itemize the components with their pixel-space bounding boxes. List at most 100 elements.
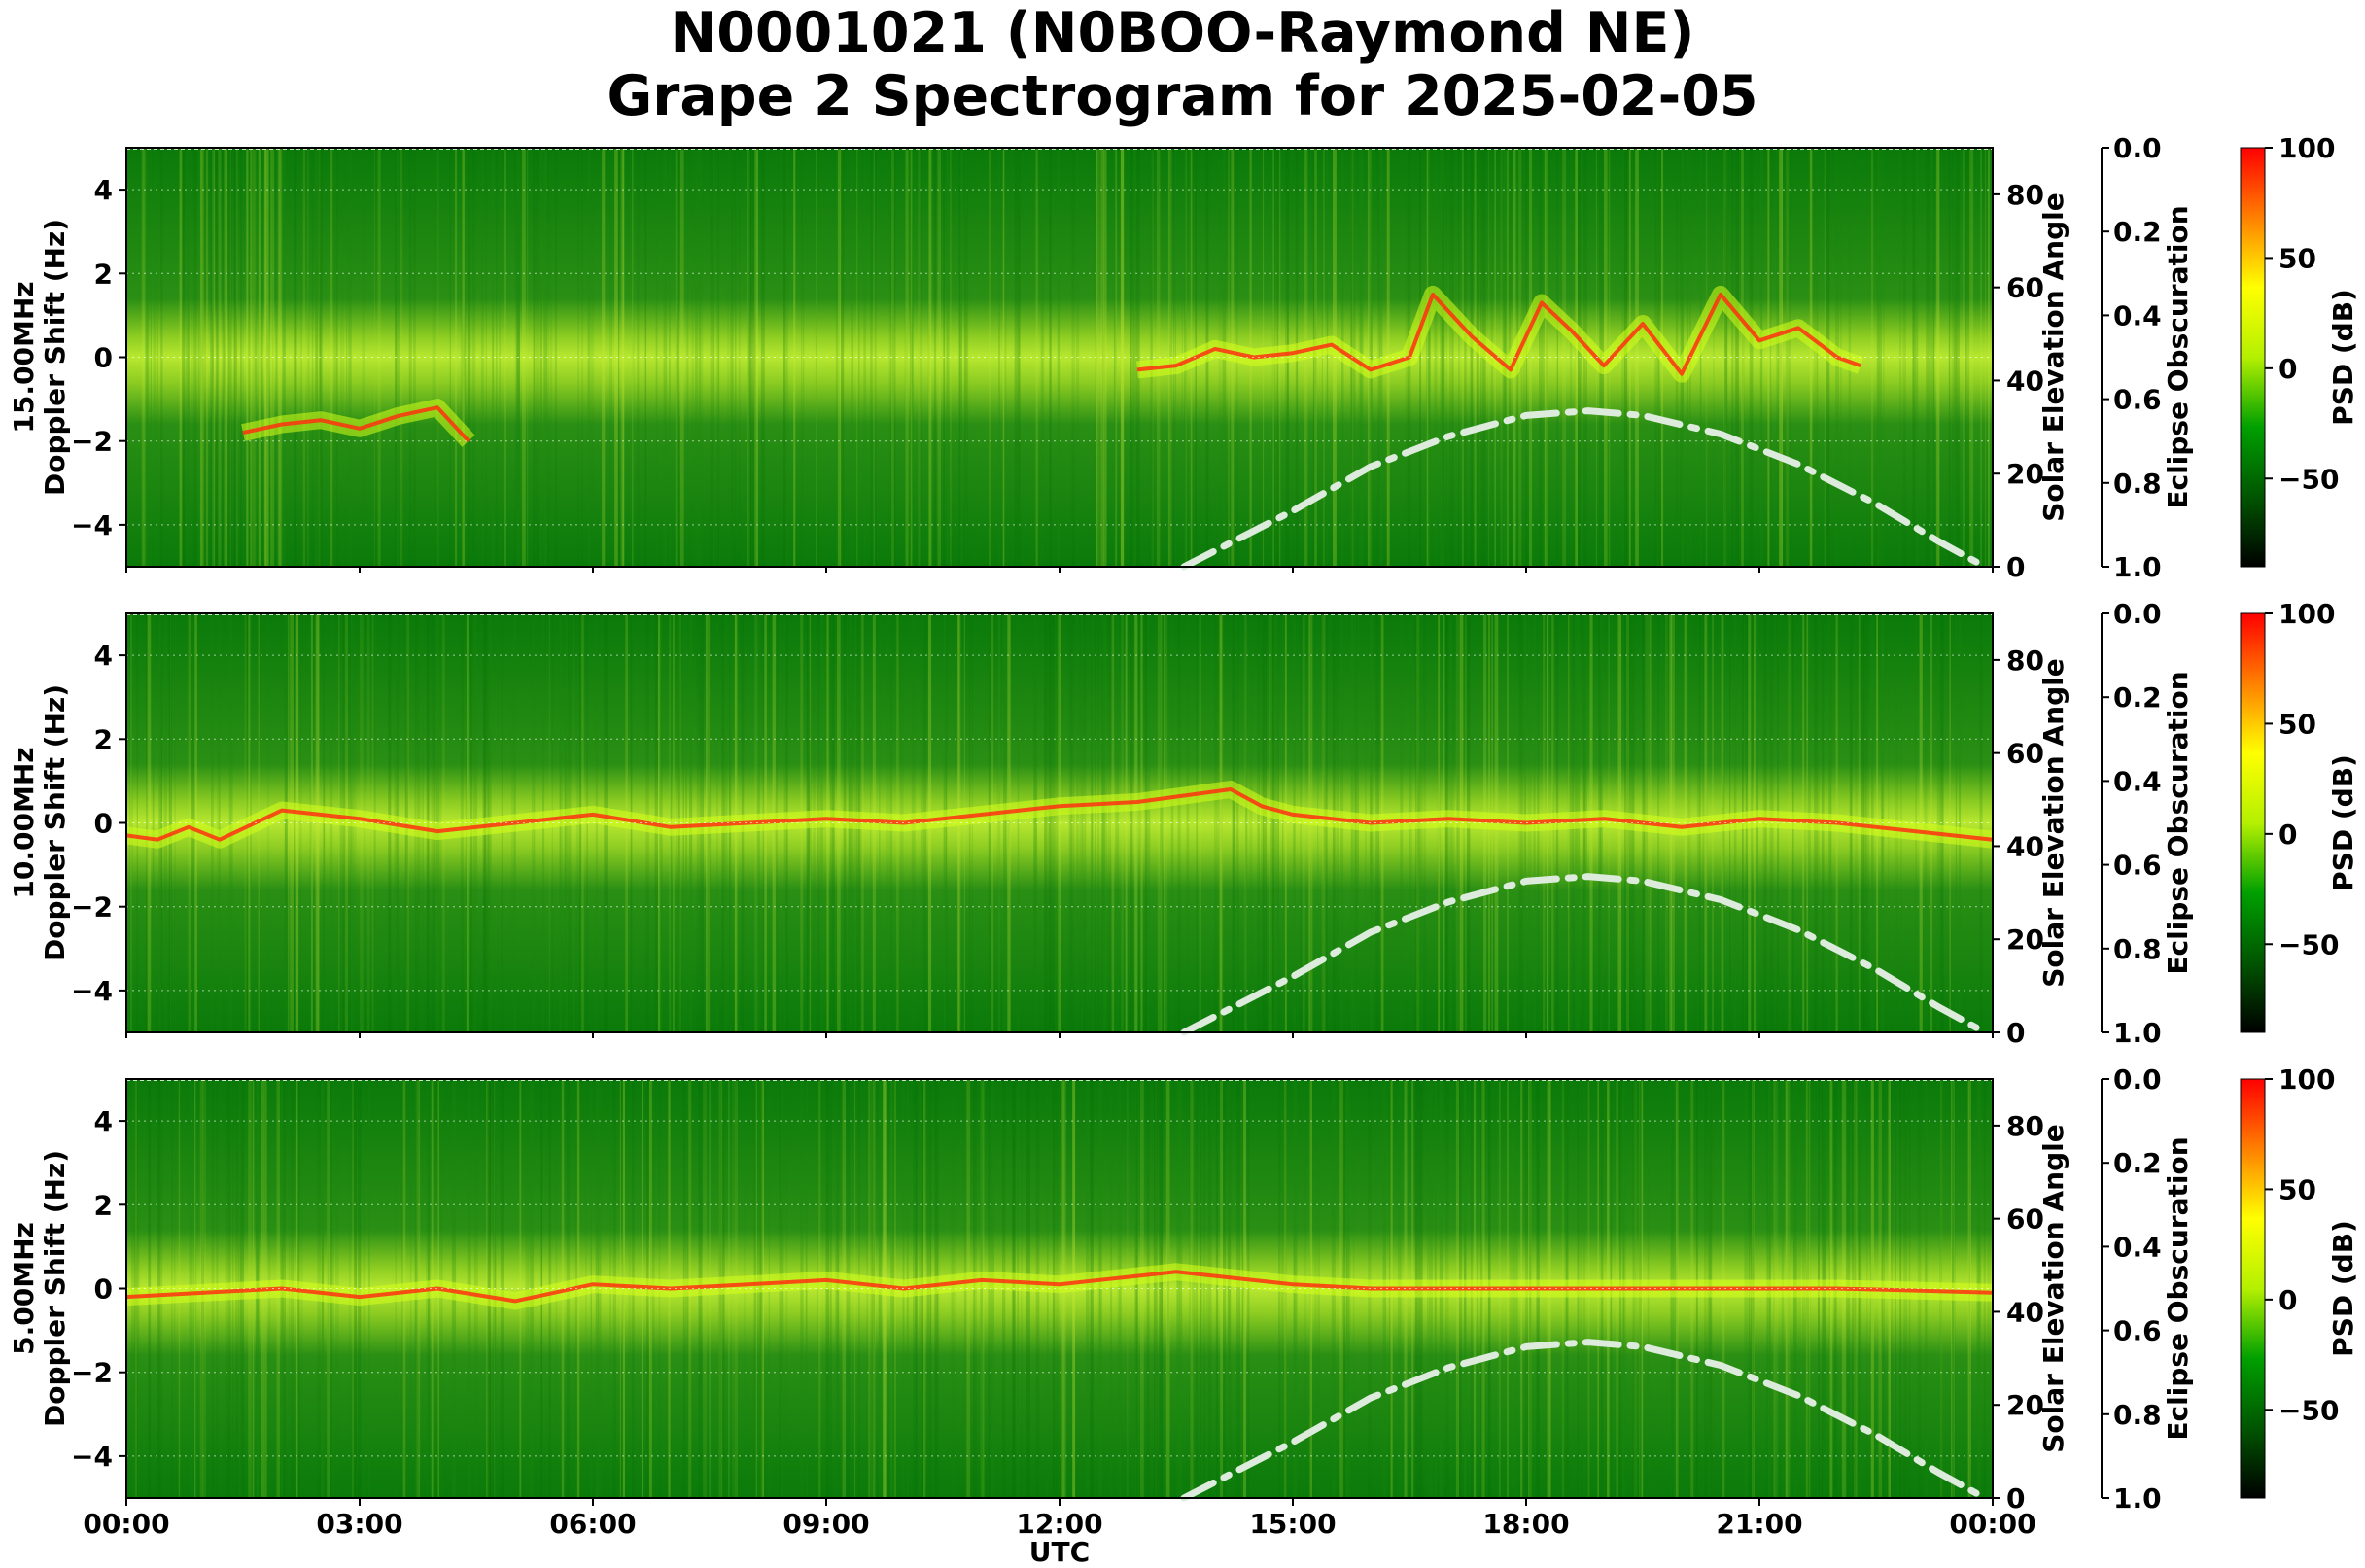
spectrogram-streak [1049, 148, 1052, 567]
spectrogram-streak [1190, 1079, 1194, 1498]
spectrogram-streak [1219, 613, 1223, 1032]
y-tick-label: −4 [71, 509, 113, 541]
spectrogram-streak [1115, 613, 1120, 1032]
elevation-tick-label: 0 [2006, 1017, 2025, 1049]
spectrogram-streak [199, 148, 203, 567]
spectrogram-streak [209, 148, 213, 567]
spectrogram-streak [1160, 613, 1164, 1032]
spectrogram-streak [713, 148, 714, 567]
colorbar [2240, 1078, 2266, 1499]
spectrogram-streak [212, 148, 215, 567]
y-tick-label: 0 [94, 1273, 113, 1306]
spectrogram-streak [1954, 148, 1957, 567]
spectrogram-streak [1570, 148, 1573, 567]
spectrogram-streak [1004, 148, 1007, 567]
spectrogram-streak [1919, 613, 1923, 1032]
spectrogram-streak [1249, 613, 1253, 1032]
spectrogram-streak [1369, 148, 1373, 567]
spectrogram-streak [632, 148, 634, 567]
spectrogram-streak [1935, 148, 1940, 567]
spectrogram-streak [891, 148, 894, 567]
spectrogram-streak [1243, 1079, 1246, 1498]
spectrogram-streak [229, 148, 231, 567]
spectrogram-streak [835, 148, 840, 567]
y-tick-label: 2 [94, 723, 113, 755]
spectrogram-streak [700, 148, 704, 567]
solar-elevation-curve [1180, 407, 1989, 571]
spectrogram-streak [1159, 1079, 1163, 1498]
spectrogram-streak [632, 148, 635, 567]
spectrogram-streak [462, 148, 466, 567]
spectrogram-streak [577, 148, 579, 567]
spectrogram-streak [554, 148, 558, 567]
spectrogram-streak [1428, 148, 1431, 567]
spectrogram-streak [1002, 148, 1005, 567]
spectrogram-streak [1271, 613, 1274, 1032]
spectrogram-streak [1151, 148, 1153, 567]
spectrogram-streak [1529, 148, 1533, 567]
spectrogram-streak [1236, 1079, 1240, 1498]
spectrogram-streak [677, 148, 679, 567]
spectrogram-streak [290, 613, 294, 1032]
spectrogram-panel-10.00MHz: 420−2−410.00MHz Doppler Shift (Hz)0204060… [8, 598, 2359, 1049]
spectrogram-streak [1125, 613, 1128, 1032]
spectrogram-streak [263, 148, 266, 567]
spectrogram-streak [311, 148, 314, 567]
colorbar [2240, 147, 2266, 568]
spectrogram-streak [1003, 613, 1007, 1032]
x-tick-label: 15:00 [1249, 1508, 1336, 1540]
spectrogram-streak [998, 613, 1000, 1032]
spectrogram-streak [1033, 613, 1037, 1032]
spectrogram-streak [471, 148, 476, 567]
doppler-trace [242, 405, 470, 443]
spectrogram-streak [1880, 148, 1883, 567]
eclipse-tick-label: 0.4 [2113, 1231, 2162, 1263]
spectrogram-streak [1937, 148, 1940, 567]
x-tick-label: 03:00 [316, 1508, 402, 1540]
spectrogram-streak [1749, 148, 1754, 567]
spectrogram-streak [801, 148, 803, 567]
doppler-trace [125, 1270, 1994, 1304]
spectrogram-streak [1476, 148, 1479, 567]
spectrogram-streak [168, 613, 172, 1032]
spectrogram-streak [212, 148, 214, 567]
spectrogram-streak [1574, 148, 1576, 567]
spectrogram-streak [348, 148, 352, 567]
spectrogram-streak [547, 148, 550, 567]
spectrogram-streak [1902, 148, 1906, 567]
spectrogram-streak [1575, 148, 1578, 567]
spectrogram-streak [729, 148, 733, 567]
spectrogram-streak [1930, 613, 1933, 1032]
spectrogram-streak [841, 148, 845, 567]
eclipse-tick-label: 0.0 [2113, 132, 2162, 164]
spectrogram-streak [1208, 1079, 1212, 1498]
doppler-trace [1136, 292, 1861, 376]
spectrogram-streak [1233, 613, 1236, 1032]
spectrogram-streak [146, 613, 149, 1032]
spectrogram-streak [783, 148, 786, 567]
eclipse-tick-label: 1.0 [2113, 1482, 2162, 1515]
colorbar-tick-label: −50 [2278, 928, 2339, 960]
spectrogram-streak [136, 613, 138, 1032]
colorbar [2240, 612, 2266, 1033]
spectrogram-streak [1127, 1079, 1129, 1498]
spectrogram-streak [199, 148, 204, 567]
spectrogram-streak [527, 148, 529, 567]
spectrogram-streak [1816, 148, 1819, 567]
spectrogram-streak [1068, 613, 1072, 1032]
elevation-tick-label: 40 [2006, 1296, 2044, 1328]
spectrogram-streak [1096, 148, 1101, 567]
spectrogram-streak [892, 148, 896, 567]
spectrogram-streak [1236, 613, 1238, 1032]
spectrogram-streak [1915, 148, 1919, 567]
y-tick-label: 0 [94, 808, 113, 840]
spectrogram-streak [1876, 148, 1881, 567]
spectrogram-streak [1044, 613, 1048, 1032]
spectrogram-streak [157, 148, 158, 567]
spectrogram-streak [1969, 148, 1974, 567]
colorbar-tick-label: 0 [2278, 819, 2297, 851]
spectrogram-streak [998, 148, 1000, 567]
spectrogram-streak [1966, 148, 1970, 567]
spectrogram-streak [1161, 1079, 1163, 1498]
spectrogram-streak [1101, 613, 1105, 1032]
